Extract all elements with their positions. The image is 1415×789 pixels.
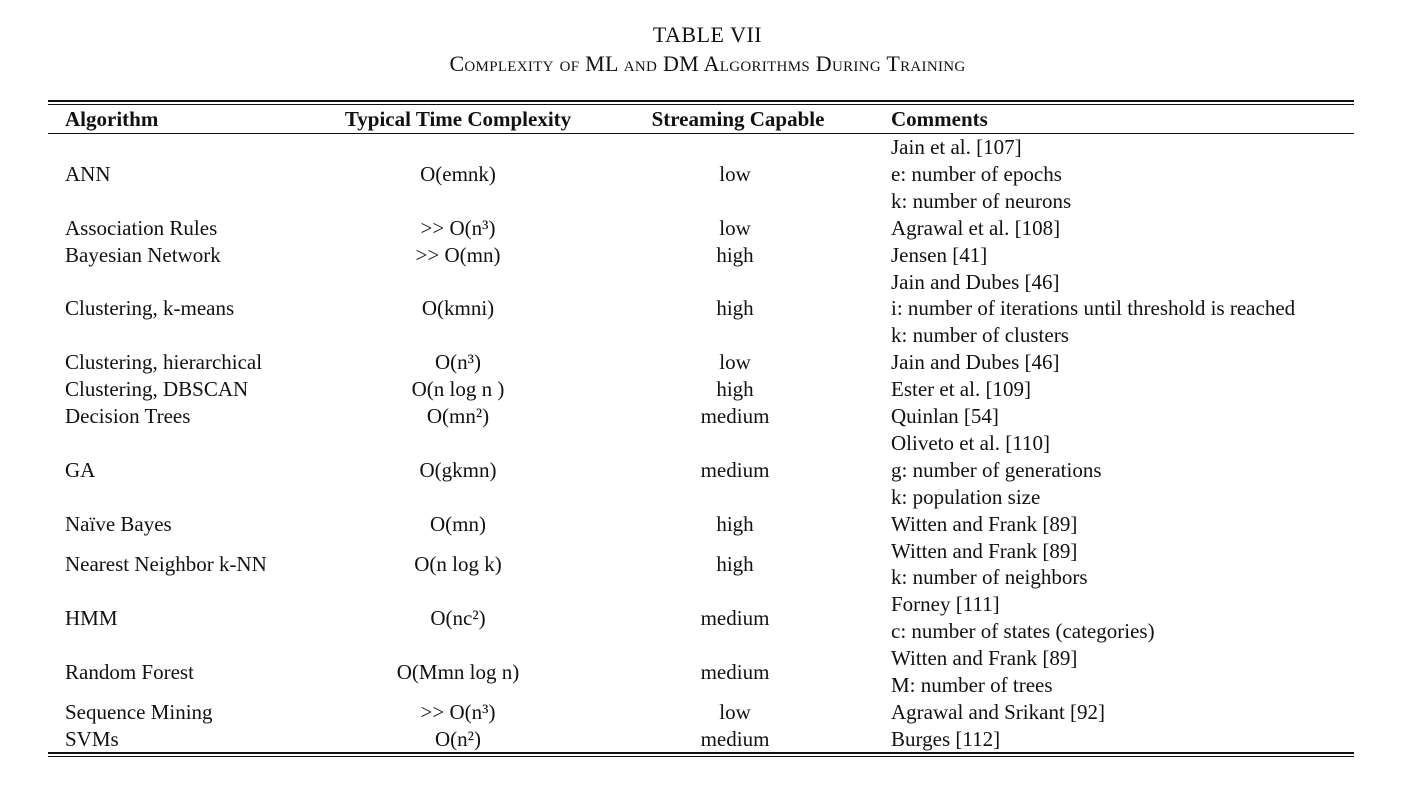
comment-line: k: number of neurons	[891, 188, 1072, 213]
complexity-cell: >> O(mn)	[415, 242, 501, 267]
header-rule	[48, 133, 1354, 134]
algorithm-cell: Clustering, hierarchical	[65, 350, 263, 375]
table-title: Complexity of ML and DM Algorithms Durin…	[449, 51, 966, 76]
streaming-cell: medium	[700, 605, 770, 630]
comment-line: Agrawal et al. [108]	[891, 215, 1061, 240]
complexity-cell: O(n³)	[435, 350, 481, 375]
bottom-rule	[48, 752, 1354, 754]
streaming-cell: high	[716, 242, 754, 267]
streaming-cell: low	[719, 699, 751, 724]
table-number: TABLE VII	[652, 22, 763, 47]
complexity-cell: O(mn)	[430, 511, 486, 536]
complexity-cell: O(emnk)	[420, 161, 496, 186]
comment-line: i: number of iterations until threshold …	[891, 296, 1296, 321]
algorithm-cell: GA	[65, 457, 96, 482]
algorithm-cell: ANN	[65, 161, 111, 186]
streaming-cell: low	[719, 161, 751, 186]
algorithm-cell: Naïve Bayes	[65, 511, 172, 536]
algorithm-cell: Bayesian Network	[65, 242, 221, 267]
complexity-cell: O(n²)	[435, 726, 481, 751]
header-streaming-capable: Streaming Capable	[651, 107, 825, 131]
streaming-cell: high	[716, 551, 754, 576]
algorithm-cell: Clustering, k-means	[65, 296, 235, 321]
bottom-rule-thin	[48, 756, 1354, 757]
header-time-complexity: Typical Time Complexity	[344, 107, 572, 131]
comment-line: k: number of neighbors	[891, 565, 1088, 590]
comment-line: Jain et al. [107]	[891, 135, 1022, 159]
streaming-cell: high	[716, 296, 754, 321]
comment-line: Witten and Frank [89]	[891, 538, 1078, 563]
complexity-cell: O(n log k)	[414, 551, 502, 576]
comment-line: Jensen [41]	[891, 242, 988, 267]
comment-line: k: number of clusters	[891, 323, 1069, 348]
algorithm-cell: SVMs	[65, 726, 119, 751]
complexity-cell: >> O(n³)	[420, 215, 496, 240]
complexity-cell: O(mn²)	[426, 403, 490, 428]
comment-line: k: population size	[891, 484, 1041, 509]
comment-line: Jain and Dubes [46]	[891, 350, 1060, 375]
comment-line: Forney [111]	[891, 592, 1000, 617]
algorithm-cell: Sequence Mining	[65, 699, 213, 724]
comment-line: Agrawal and Srikant [92]	[891, 699, 1106, 724]
complexity-cell: O(gkmn)	[419, 457, 497, 482]
complexity-cell: >> O(n³)	[420, 699, 496, 724]
comment-line: g: number of generations	[891, 457, 1102, 482]
header-algorithm: Algorithm	[65, 107, 159, 131]
comment-line: Jain and Dubes [46]	[891, 269, 1060, 294]
streaming-cell: medium	[700, 457, 770, 482]
complexity-cell: O(n log n )	[411, 377, 505, 402]
algorithm-cell: Decision Trees	[65, 403, 191, 428]
algorithm-cell: Random Forest	[65, 659, 194, 684]
comment-line: Oliveto et al. [110]	[891, 430, 1051, 455]
top-rule	[48, 100, 1354, 102]
streaming-cell: medium	[700, 726, 770, 751]
comment-line: Burges [112]	[891, 726, 1001, 751]
header-comments: Comments	[891, 107, 988, 131]
streaming-cell: medium	[700, 659, 770, 684]
streaming-cell: low	[719, 350, 751, 375]
complexity-cell: O(kmni)	[421, 296, 495, 321]
algorithm-cell: Clustering, DBSCAN	[65, 377, 249, 402]
algorithm-cell: Association Rules	[65, 215, 218, 240]
comment-line: c: number of states (categories)	[891, 619, 1155, 644]
streaming-cell: low	[719, 215, 751, 240]
algorithm-cell: Nearest Neighbor k-NN	[65, 551, 267, 576]
comment-line: Witten and Frank [89]	[891, 646, 1078, 671]
streaming-cell: medium	[700, 403, 770, 428]
comment-line: Ester et al. [109]	[891, 377, 1031, 402]
algorithm-cell: HMM	[65, 605, 118, 630]
comment-line: e: number of epochs	[891, 161, 1062, 186]
comment-line: M: number of trees	[891, 673, 1053, 697]
streaming-cell: high	[716, 511, 754, 536]
complexity-cell: O(nc²)	[430, 605, 486, 630]
complexity-cell: O(Mmn log n)	[396, 659, 520, 684]
comment-line: Quinlan [54]	[891, 404, 999, 428]
streaming-cell: high	[716, 377, 754, 402]
top-rule-thin	[48, 104, 1354, 105]
comment-line: Witten and Frank [89]	[891, 511, 1078, 536]
